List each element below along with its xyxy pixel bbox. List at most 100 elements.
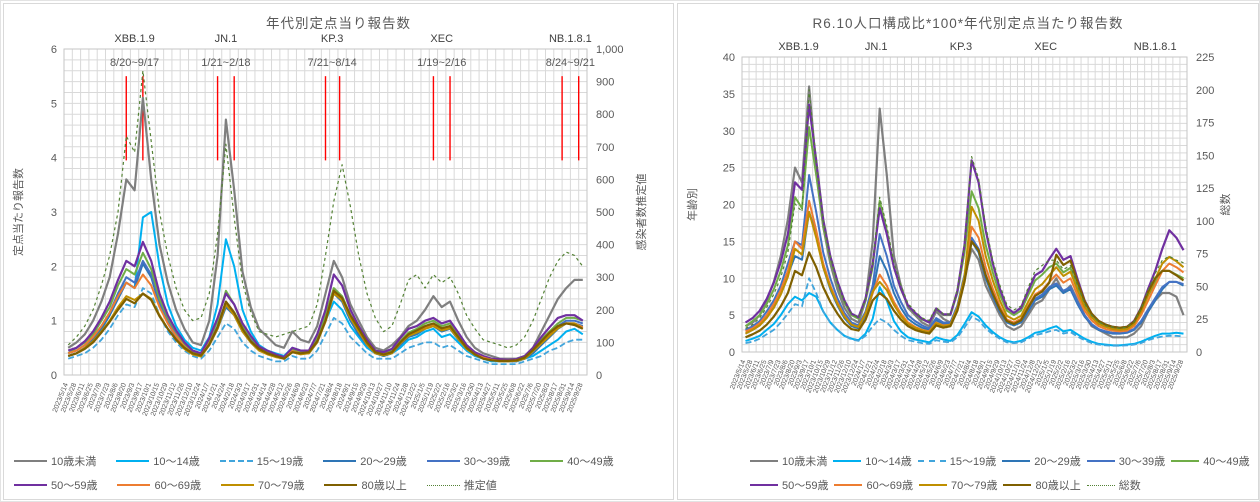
legend-line-sample [1003, 484, 1032, 486]
legend-line-sample [530, 460, 564, 462]
svg-text:4: 4 [51, 153, 57, 165]
svg-text:200: 200 [1196, 85, 1214, 97]
gridlines [63, 48, 588, 376]
svg-text:3: 3 [51, 207, 57, 219]
legend-label: 30〜39歳 [1118, 456, 1166, 468]
chart-title-left: 年代別定点当り報告数 [266, 16, 411, 31]
chart-plot-right[interactable]: XBB.1.9 JN.1 KP.3 XEC NB.1.8.1 0 5 10 15 20 25 30 35… [678, 4, 1260, 501]
legend-item: 10歳未満 [750, 453, 827, 469]
svg-text:150: 150 [1196, 150, 1214, 162]
svg-text:100: 100 [596, 337, 614, 349]
svg-text:5: 5 [729, 310, 735, 322]
legend-label: 60〜69歳 [154, 480, 201, 492]
svg-text:7/21~8/14: 7/21~8/14 [308, 57, 357, 69]
svg-text:1,000: 1,000 [596, 44, 624, 56]
svg-text:175: 175 [1196, 118, 1214, 130]
svg-text:40: 40 [723, 52, 735, 64]
svg-text:10: 10 [723, 273, 735, 285]
svg-text:1/19~2/16: 1/19~2/16 [417, 57, 466, 69]
chart-title-right: R6.10人口構成比*100*年代別定点当たり報告数 [812, 16, 1124, 31]
legend-line-sample [918, 484, 947, 486]
svg-text:XBB.1.9: XBB.1.9 [114, 33, 154, 45]
legend-item: 80歳以上 [1003, 477, 1081, 493]
legend-item: 60〜69歳 [834, 477, 913, 493]
legend-label: 80歳以上 [361, 480, 407, 492]
series-推定値 [67, 70, 584, 349]
legend-line-sample [834, 484, 863, 486]
legend-item: 30〜39歳 [1086, 453, 1166, 469]
svg-text:NB.1.8.1: NB.1.8.1 [549, 33, 592, 45]
legend-line-sample [220, 484, 254, 486]
svg-text:0: 0 [729, 347, 735, 359]
legend-line-sample [426, 484, 460, 486]
y-axis-left-labels: 0 1 2 3 4 5 6 [51, 44, 57, 382]
svg-text:30: 30 [723, 126, 735, 138]
svg-text:JN.1: JN.1 [215, 33, 238, 45]
chart-panel-left[interactable]: 年代別定点当り報告数 XBB.1.9 8/20~9/17 JN.1 1/21~2/18… [3, 3, 674, 500]
legend-item: 80歳以上 [324, 477, 407, 493]
series-80歳以上 [67, 289, 584, 362]
legend-item: 60〜69歳 [117, 477, 201, 493]
legend-label: 10歳未満 [782, 456, 828, 468]
legend-left-row1[interactable]: 10歳未満 10〜14歳 15〜19歳 20〜29歳 30〜39歳 40〜49歳 [14, 453, 614, 469]
svg-text:2: 2 [51, 261, 57, 273]
legend-line-sample [750, 460, 778, 462]
legend-item: 10〜14歳 [116, 453, 200, 469]
legend-item: 10歳未満 [14, 453, 96, 469]
legend-label: 15〜19歳 [256, 456, 304, 468]
svg-text:NB.1.8.1: NB.1.8.1 [1134, 41, 1177, 53]
legend-label: 80歳以上 [1035, 480, 1081, 492]
svg-text:400: 400 [596, 240, 614, 252]
svg-text:200: 200 [596, 305, 614, 317]
series-70〜79歳 [67, 292, 584, 363]
series-lines [67, 70, 584, 366]
series-15〜19歳 [745, 277, 1184, 347]
series-40〜49歳 [744, 126, 1184, 331]
legend-line-sample [116, 460, 150, 462]
legend-line-sample [1002, 460, 1031, 462]
legend-label: 50〜59歳 [782, 480, 829, 492]
y-axis-right-labels: 0 25 50 75 100 125 150 175 200 225 [1196, 52, 1214, 359]
legend-line-sample [117, 484, 151, 486]
svg-text:15: 15 [723, 236, 735, 248]
y-axis-left-title: 定点当たり報告数 [11, 168, 25, 256]
legend-right-row2[interactable]: 50〜59歳 60〜69歳 70〜79歳 80歳以上 総数 [750, 477, 1141, 493]
legend-item: 40〜49歳 [530, 453, 614, 469]
legend-label: 20〜29歳 [360, 456, 407, 468]
variant-period-marker-lines [125, 76, 580, 161]
chart-plot-left[interactable]: XBB.1.9 8/20~9/17 JN.1 1/21~2/18 KP.3 7/21~8/… [4, 4, 675, 501]
series-50〜59歳 [67, 240, 584, 361]
svg-text:KP.3: KP.3 [950, 41, 972, 53]
legend-label: 30〜39歳 [463, 456, 511, 468]
legend-right-row1[interactable]: 10歳未満 10〜14歳 15〜19歳 20〜29歳 30〜39歳 40〜49歳 [750, 453, 1250, 469]
svg-text:8/24~9/21: 8/24~9/21 [546, 57, 595, 69]
legend-line-sample [750, 484, 778, 486]
legend-item: 40〜49歳 [1171, 453, 1250, 469]
legend-line-sample [324, 484, 358, 486]
svg-text:50: 50 [1196, 281, 1208, 293]
chart-panel-right[interactable]: R6.10人口構成比*100*年代別定点当たり報告数 XBB.1.9 JN.1 KP… [677, 3, 1259, 500]
legend-label: 40〜49歳 [1203, 456, 1250, 468]
y-axis-right-title: 総数 [1218, 194, 1232, 216]
legend-left-row2[interactable]: 50〜59歳 60〜69歳 70〜79歳 80歳以上 推定値 [14, 477, 497, 493]
series-80歳以上 [745, 240, 1185, 339]
svg-text:KP.3: KP.3 [321, 33, 343, 45]
legend-line-sample [219, 460, 253, 462]
series-10〜14歳 [67, 211, 584, 363]
legend-label: 20〜29歳 [1034, 456, 1081, 468]
legend-line-sample [323, 460, 357, 462]
legend-item: 70〜79歳 [918, 477, 997, 493]
series-15〜19歳 [67, 287, 583, 366]
legend-line-sample [14, 484, 47, 486]
legend-item: 15〜19歳 [917, 453, 996, 469]
legend-item: 推定値 [426, 477, 497, 493]
legend-item: 70〜79歳 [220, 477, 304, 493]
legend-item: 30〜39歳 [426, 453, 511, 469]
legend-item: 10〜14歳 [833, 453, 912, 469]
legend-label: 40〜49歳 [567, 456, 614, 468]
svg-text:600: 600 [596, 174, 614, 186]
svg-text:75: 75 [1196, 249, 1208, 261]
svg-text:0: 0 [596, 370, 602, 382]
legend-label: 10〜14歳 [153, 456, 200, 468]
